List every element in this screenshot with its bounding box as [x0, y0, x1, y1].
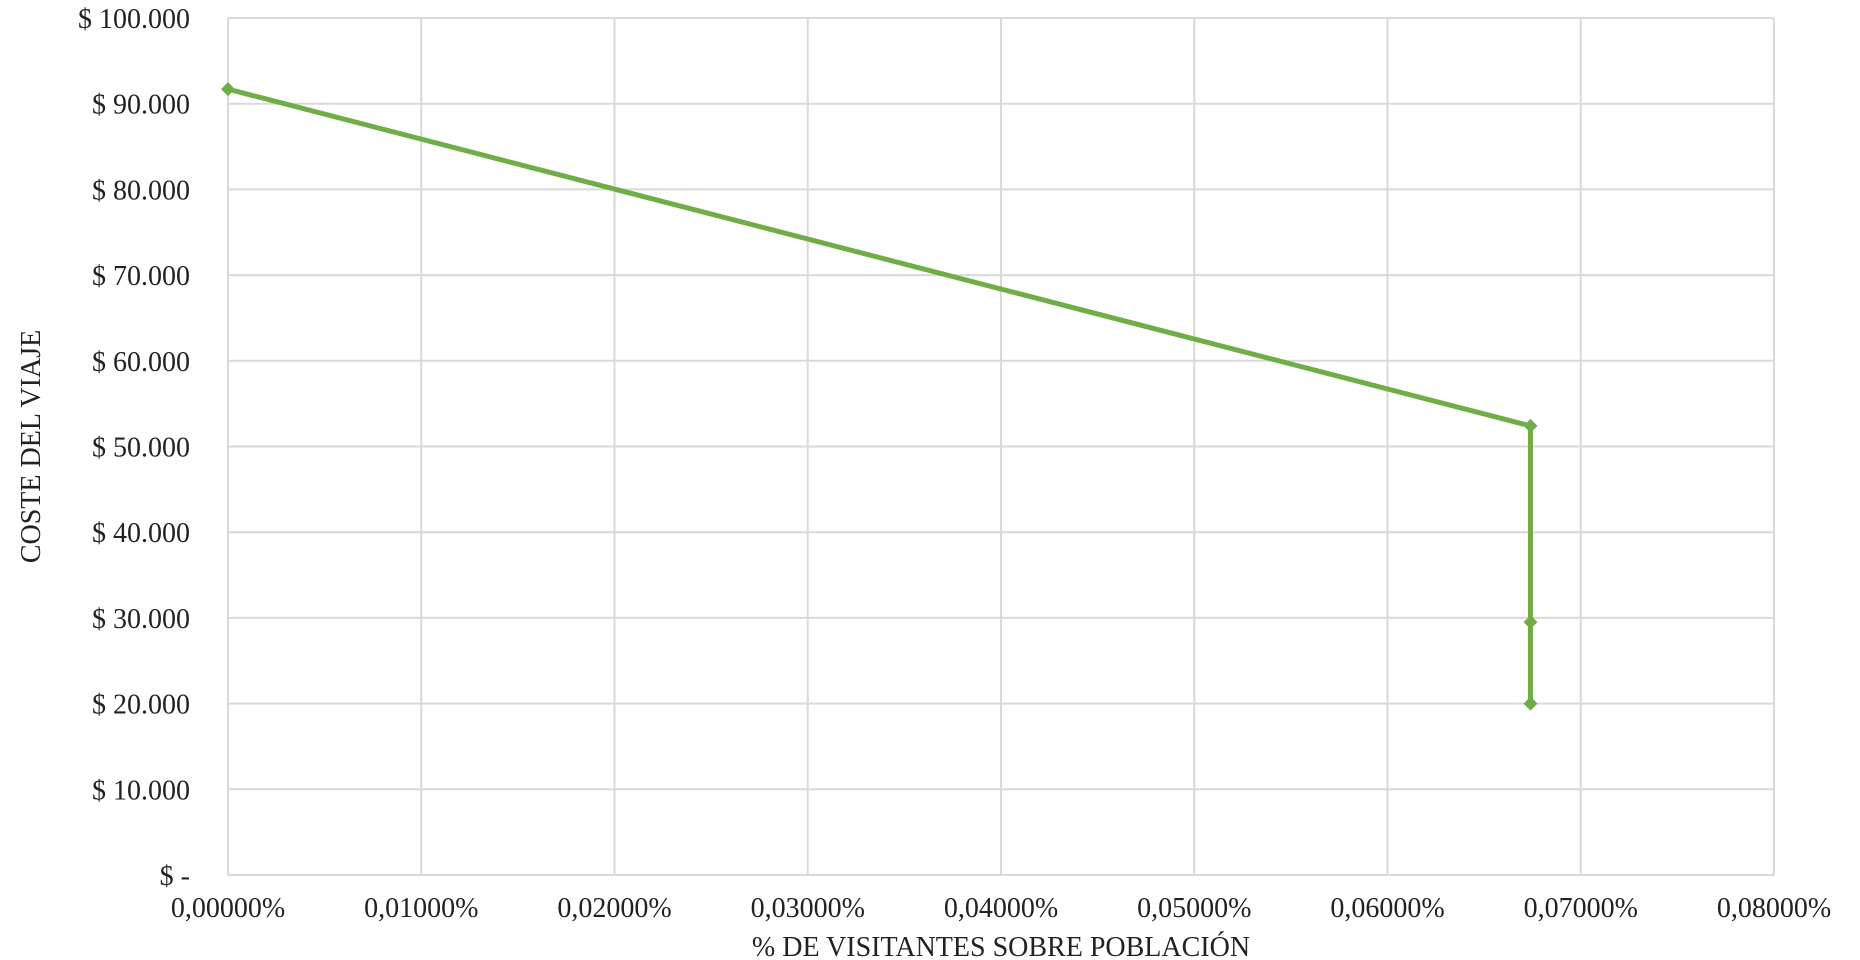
x-tick-label: 0,07000% — [1524, 893, 1638, 924]
x-tick-label: 0,00000% — [171, 893, 285, 924]
y-tick-label: $ 10.000 — [92, 775, 190, 806]
x-tick-label: 0,04000% — [944, 893, 1058, 924]
y-tick-label: $ 20.000 — [92, 690, 190, 721]
x-tick-label: 0,08000% — [1717, 893, 1831, 924]
data-point-marker — [1523, 418, 1538, 433]
series-line — [225, 86, 1534, 707]
y-tick-label: $ 50.000 — [92, 433, 190, 464]
y-tick-label: $ 60.000 — [92, 347, 190, 378]
y-axis-title: COSTE DEL VIAJE — [16, 330, 47, 563]
x-tick-label: 0,03000% — [751, 893, 865, 924]
x-axis-title: % DE VISITANTES SOBRE POBLACIÓN — [752, 932, 1250, 960]
data-point-marker — [1523, 615, 1538, 630]
y-tick-label: $ 90.000 — [92, 90, 190, 121]
data-point-marker — [1523, 696, 1538, 711]
x-axis-ticks: 0,00000% 0,01000% 0,02000% 0,03000% 0,04000%… — [171, 893, 1831, 924]
x-tick-label: 0,01000% — [364, 893, 478, 924]
x-tick-label: 0,05000% — [1137, 893, 1251, 924]
grid — [227, 17, 1775, 876]
x-tick-label: 0,06000% — [1330, 893, 1444, 924]
y-axis-ticks: $ - $ 10.000 $ 20.000 $ 30.000 $ 40.000 $ 50.… — [78, 4, 190, 892]
x-tick-label: 0,02000% — [557, 893, 671, 924]
y-tick-label: $ 70.000 — [92, 261, 190, 292]
y-tick-label: $ 30.000 — [92, 604, 190, 635]
y-tick-label: $ 40.000 — [92, 518, 190, 549]
y-tick-label: $ 80.000 — [92, 175, 190, 206]
y-tick-label: $ - — [160, 861, 190, 892]
y-tick-label: $ 100.000 — [78, 4, 190, 35]
data-point-marker — [221, 82, 235, 97]
series-layer — [221, 82, 1538, 711]
